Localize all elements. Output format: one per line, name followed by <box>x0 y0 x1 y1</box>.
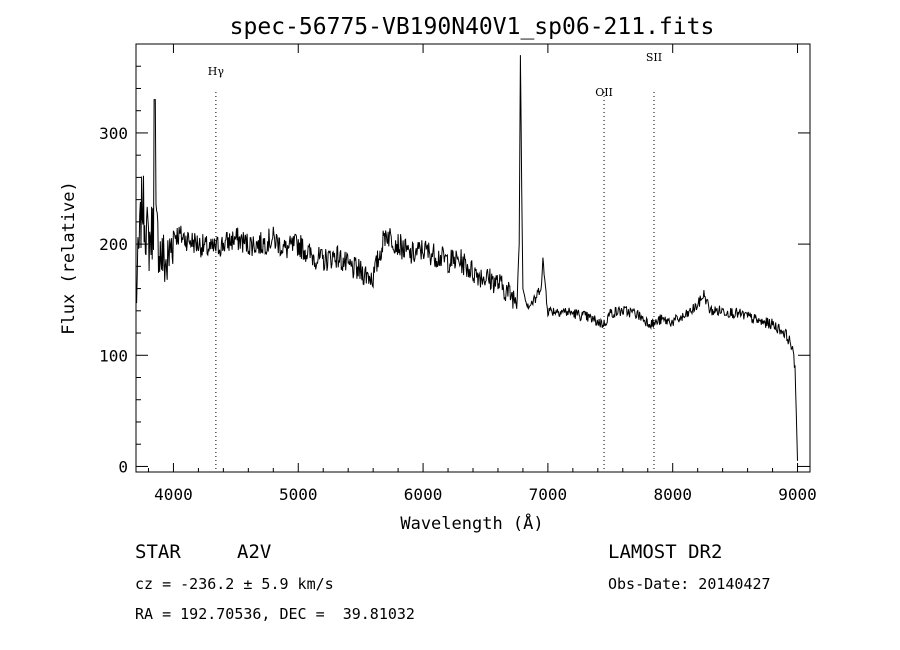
x-axis-label: Wavelength (Å) <box>400 512 543 534</box>
y-tick-label: 300 <box>99 124 128 143</box>
coordinates: RA = 192.70536, DEC = 39.81032 <box>135 605 415 623</box>
x-axis-ticks: 4000 5000 6000 7000 8000 9000 <box>147 44 817 504</box>
x-tick-label: 6000 <box>404 485 443 504</box>
chart-title: spec-56775-VB190N40V1_sp06-211.fits <box>230 14 715 40</box>
x-tick-label: 9000 <box>778 485 817 504</box>
x-tick-label: 5000 <box>279 485 318 504</box>
y-tick-label: 200 <box>99 235 128 254</box>
reference-line-label: SII <box>646 51 662 64</box>
y-tick-label: 100 <box>99 346 128 365</box>
object-class: STAR <box>135 541 181 563</box>
y-axis-ticks: 0 100 200 300 <box>99 65 810 476</box>
reference-line-label: Hγ <box>208 65 225 78</box>
survey-name: LAMOST DR2 <box>608 541 723 563</box>
plot-frame <box>135 43 811 473</box>
redshift-readout: cz = -236.2 ± 5.9 km/s <box>135 575 334 593</box>
y-axis-label: Flux (relative) <box>59 181 79 335</box>
reference-lines: Hγ OII SII <box>208 51 662 472</box>
x-tick-label: 8000 <box>653 485 692 504</box>
x-tick-label: 7000 <box>529 485 568 504</box>
spectrum-line <box>135 55 798 461</box>
x-tick-label: 4000 <box>154 485 193 504</box>
y-tick-label: 0 <box>118 457 128 476</box>
reference-line-label: OII <box>595 86 613 99</box>
spectrum-series <box>135 55 798 461</box>
object-subclass: A2V <box>237 541 272 563</box>
obs-date: Obs-Date: 20140427 <box>608 575 771 593</box>
